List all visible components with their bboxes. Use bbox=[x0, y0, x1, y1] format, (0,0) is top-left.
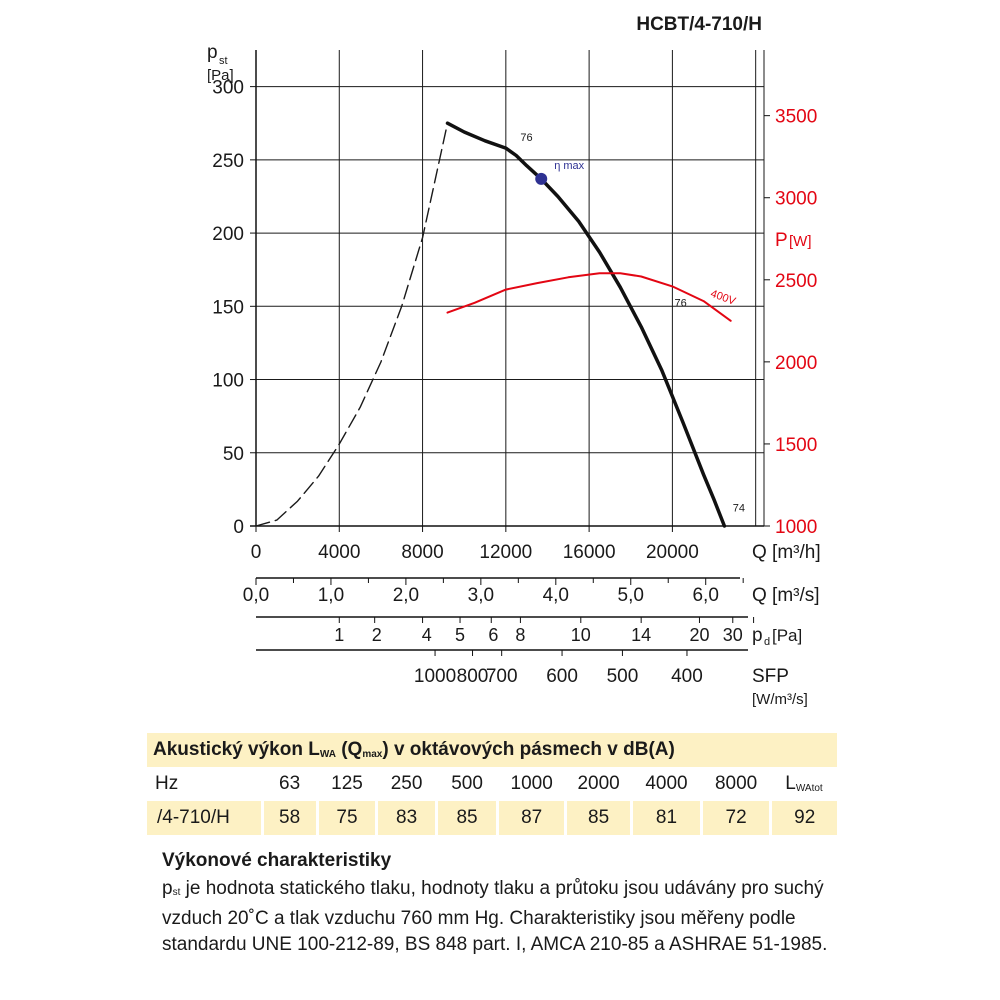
y-left-tick-label: 100 bbox=[212, 371, 244, 392]
pd-tick-label: 20 bbox=[689, 625, 709, 645]
sound-value-cell: 87 bbox=[496, 801, 566, 835]
frequency-row: Hz 63 125 250 500 1000 2000 4000 8000 LWAtot bbox=[147, 767, 837, 801]
y-left-tick-label: 300 bbox=[212, 78, 244, 99]
y-right-tick-label: 2500 bbox=[775, 271, 817, 292]
y-left-axis-label: p bbox=[207, 42, 218, 63]
total-label-cell: LWAtot bbox=[785, 773, 823, 794]
sound-value-cell: 81 bbox=[630, 801, 702, 835]
y-left-tick-label: 150 bbox=[212, 297, 244, 318]
y-right-axis-unit: [W] bbox=[789, 233, 812, 250]
sfp-scale-unit: [W/m³/s] bbox=[752, 691, 808, 708]
sound-value-cell: 72 bbox=[699, 801, 771, 835]
pd-scale-label: p bbox=[752, 625, 763, 646]
sfp-tick-label: 400 bbox=[671, 666, 703, 687]
acoustic-power-table: Akustický výkon LWA (Qmax) v oktávových … bbox=[147, 733, 837, 835]
voltage-label: 400V bbox=[709, 288, 738, 308]
efficiency-label: 74 bbox=[733, 502, 745, 514]
eta-max-label: η max bbox=[554, 160, 584, 172]
sfp-tick-label: 800 bbox=[457, 666, 489, 687]
q-ms-tick-label: 4,0 bbox=[543, 585, 569, 606]
chart-labels: η max 76 76 74 400V HCBT/4-710/H bbox=[520, 14, 762, 514]
pd-scale-label-sub: d bbox=[764, 636, 770, 648]
pd-tick-label: 10 bbox=[571, 625, 591, 645]
y-left-tick-label: 0 bbox=[233, 517, 244, 538]
q-ms-tick-label: 6,0 bbox=[692, 585, 718, 606]
x-tick-label: 0 bbox=[251, 542, 262, 563]
eta-max-point bbox=[535, 172, 548, 185]
sfp-scale-label: SFP bbox=[752, 666, 789, 687]
pd-tick-label: 5 bbox=[455, 625, 465, 645]
frequency-cell: 1000 bbox=[510, 773, 553, 794]
power-curve-400v bbox=[446, 272, 732, 322]
pd-tick-label: 14 bbox=[631, 625, 651, 645]
y-left-tick-label: 50 bbox=[223, 444, 244, 465]
pd-tick-label: 30 bbox=[723, 625, 743, 645]
x-tick-label: 12000 bbox=[479, 542, 532, 563]
q-ms-tick-label: 0,0 bbox=[243, 585, 269, 606]
efficiency-label: 76 bbox=[520, 132, 532, 144]
x-tick-label: 4000 bbox=[318, 542, 360, 563]
efficiency-label: 76 bbox=[674, 297, 686, 309]
pd-tick-label: 8 bbox=[515, 625, 525, 645]
total-value-cell: 92 bbox=[769, 801, 837, 835]
chart-series bbox=[255, 121, 732, 528]
performance-notes: Výkonové charakteristiky pst je hodnota … bbox=[162, 848, 862, 958]
pd-tick-label: 4 bbox=[422, 625, 432, 645]
x-tick-label: 8000 bbox=[401, 542, 443, 563]
x-tick-label: 20000 bbox=[646, 542, 699, 563]
y-left-tick-label: 200 bbox=[212, 224, 244, 245]
sound-value-cell: 85 bbox=[564, 801, 632, 835]
q-ms-tick-label: 2,0 bbox=[393, 585, 419, 606]
frequency-cell: 63 bbox=[279, 773, 301, 794]
sfp-tick-label: 1000 bbox=[414, 666, 456, 687]
value-row: /4-710/H 58 75 83 85 87 85 81 72 92 bbox=[147, 801, 837, 835]
hz-label: Hz bbox=[155, 773, 179, 794]
sfp-tick-label: 600 bbox=[546, 666, 578, 687]
q-ms-tick-label: 3,0 bbox=[468, 585, 494, 606]
chart-title: HCBT/4-710/H bbox=[636, 14, 762, 35]
y-left-tick-label: 250 bbox=[212, 151, 244, 172]
y-right-tick-label: 3000 bbox=[775, 189, 817, 210]
notes-text: pst je hodnota statického tlaku, hodnoty… bbox=[162, 878, 828, 955]
notes-title: Výkonové charakteristiky bbox=[162, 850, 392, 871]
x-tick-label: 16000 bbox=[563, 542, 616, 563]
pressure-curve-unstable-dashed bbox=[255, 122, 449, 527]
pd-tick-label: 6 bbox=[488, 625, 498, 645]
frequency-cell: 125 bbox=[331, 773, 363, 794]
sound-value-cell: 85 bbox=[434, 801, 498, 835]
y-right-axis-label: P bbox=[775, 230, 788, 251]
acoustic-table-title: Akustický výkon LWA (Qmax) v oktávových … bbox=[147, 733, 837, 767]
sfp-tick-label: 500 bbox=[607, 666, 639, 687]
pd-scale-unit: [Pa] bbox=[772, 626, 802, 645]
q-ms-scale-label: Q [m³/s] bbox=[752, 585, 820, 606]
y-right-tick-label: 2000 bbox=[775, 353, 817, 374]
q-ms-tick-label: 5,0 bbox=[618, 585, 644, 606]
sound-value-cell: 75 bbox=[315, 801, 377, 835]
pd-tick-label: 1 bbox=[334, 625, 344, 645]
y-right-tick-label: 3500 bbox=[775, 107, 817, 128]
frequency-cell: 8000 bbox=[714, 773, 758, 794]
x-axis-label: Q [m³/h] bbox=[752, 542, 821, 563]
y-left-axis-label-sub: st bbox=[219, 55, 228, 67]
model-label: /4-710/H bbox=[147, 801, 263, 835]
sound-value-cell: 83 bbox=[375, 801, 437, 835]
chart-grid bbox=[255, 50, 765, 526]
y-right-tick-label: 1000 bbox=[775, 517, 817, 538]
frequency-cell: 250 bbox=[390, 773, 423, 794]
y-right-tick-label: 1500 bbox=[775, 435, 817, 456]
frequency-cell: 2000 bbox=[577, 773, 620, 794]
frequency-cell: 4000 bbox=[645, 773, 688, 794]
pressure-curve bbox=[445, 121, 727, 528]
frequency-cell: 500 bbox=[451, 773, 483, 794]
pd-tick-label: 2 bbox=[372, 625, 382, 645]
q-ms-tick-label: 1,0 bbox=[318, 585, 344, 606]
sfp-tick-label: 700 bbox=[486, 666, 518, 687]
sound-value-cell: 58 bbox=[260, 801, 318, 835]
y-left-axis-unit: [Pa] bbox=[207, 67, 234, 84]
